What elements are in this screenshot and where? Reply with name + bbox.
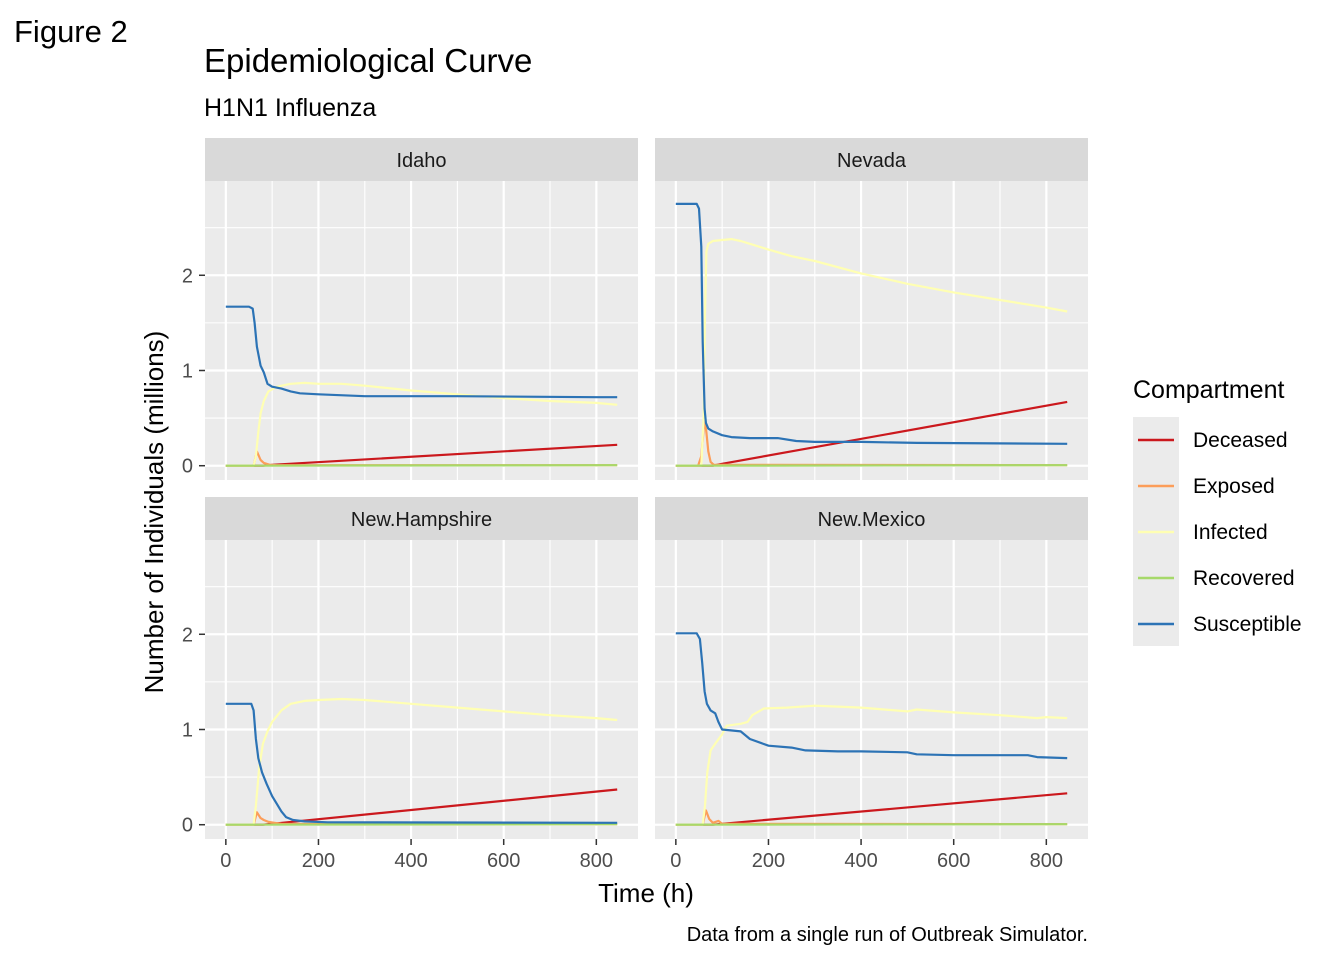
legend-label-recovered: Recovered	[1193, 567, 1295, 590]
facet-strip	[655, 497, 1088, 540]
x-tick-label: 0	[220, 850, 231, 872]
legend-label-infected: Infected	[1193, 521, 1268, 544]
x-tick-label: 800	[1030, 850, 1063, 872]
facet-strip-label: New.Hampshire	[351, 509, 492, 531]
panel-background	[655, 181, 1088, 480]
series-line-recovered	[225, 823, 618, 826]
y-tick-label: 0	[182, 456, 193, 478]
legend-label-deceased: Deceased	[1193, 429, 1288, 452]
facet-new-mexico: New.Mexico 0 200 400 600 800	[655, 497, 1088, 872]
series-line-susceptible	[225, 305, 618, 399]
panel-background	[655, 540, 1088, 839]
legend-label-exposed: Exposed	[1193, 475, 1275, 498]
facet-nevada: Nevada	[655, 138, 1088, 480]
series-line-infected	[675, 238, 1068, 467]
x-tick-label: 600	[937, 850, 970, 872]
facet-panels: Idaho 0 1 2 Nevada New.Hampshire 0 1 2 0 200 400 600…	[182, 138, 1088, 872]
legend-label-susceptible: Susceptible	[1193, 613, 1302, 636]
chart-title: Epidemiological Curve	[204, 42, 532, 79]
series-line-recovered	[675, 464, 1068, 467]
facet-strip-label: Idaho	[396, 150, 446, 172]
legend-title: Compartment	[1133, 376, 1284, 404]
facet-strip	[205, 138, 638, 181]
facet-strip-label: New.Mexico	[818, 509, 926, 531]
series-line-recovered	[675, 823, 1068, 826]
facet-idaho: Idaho 0 1 2	[182, 138, 638, 480]
x-tick-label: 200	[752, 850, 785, 872]
chart-caption: Data from a single run of Outbreak Simul…	[687, 924, 1088, 946]
y-tick-label: 2	[182, 265, 193, 287]
x-tick-label: 400	[844, 850, 877, 872]
y-tick-label: 0	[182, 815, 193, 837]
facet-strip	[655, 138, 1088, 181]
facet-strip-label: Nevada	[837, 150, 907, 172]
y-axis-label: Number of Individuals (millions)	[139, 331, 169, 694]
x-tick-label: 400	[394, 850, 427, 872]
series-line-susceptible	[675, 202, 1068, 445]
series-line-recovered	[225, 464, 618, 467]
x-tick-label: 800	[580, 850, 613, 872]
series-line-infected	[225, 697, 618, 826]
series-line-exposed	[675, 417, 1068, 467]
facet-new-hampshire: New.Hampshire 0 1 2 0 200 400 600 800	[182, 497, 638, 872]
series-line-susceptible	[675, 632, 1068, 760]
y-tick-label: 1	[182, 719, 193, 741]
panel-background	[205, 181, 638, 480]
x-axis-label: Time (h)	[598, 878, 694, 908]
panel-background	[205, 540, 638, 839]
chart-subtitle: H1N1 Influenza	[204, 94, 376, 122]
y-tick-label: 2	[182, 624, 193, 646]
legend: Compartment Deceased Exposed Infected Recove…	[1133, 376, 1302, 646]
x-tick-label: 200	[302, 850, 335, 872]
x-tick-label: 600	[487, 850, 520, 872]
figure-label: Figure 2	[14, 14, 128, 49]
series-line-infected	[675, 704, 1068, 826]
y-tick-label: 1	[182, 360, 193, 382]
x-tick-label: 0	[670, 850, 681, 872]
series-line-susceptible	[225, 702, 618, 824]
facet-strip	[205, 497, 638, 540]
series-line-infected	[225, 381, 618, 467]
